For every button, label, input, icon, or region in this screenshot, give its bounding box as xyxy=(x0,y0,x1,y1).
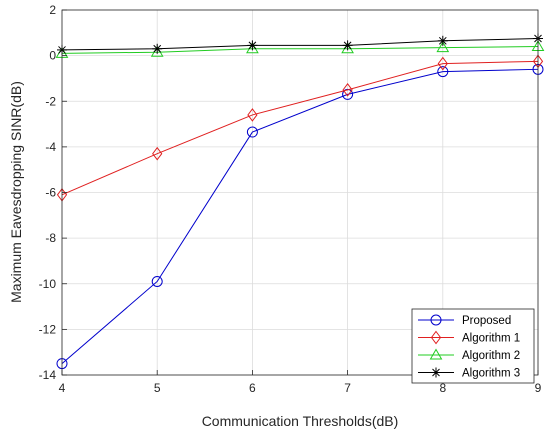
series-4 xyxy=(57,33,543,55)
y-tick-label: 2 xyxy=(49,3,56,17)
x-tick-label: 6 xyxy=(249,381,256,395)
legend-label: Algorithm 2 xyxy=(462,350,520,362)
data-point xyxy=(342,83,353,97)
series-line xyxy=(61,46,539,54)
y-tick-label: -4 xyxy=(45,140,56,154)
data-point xyxy=(246,126,258,138)
legend-label: Algorithm 3 xyxy=(462,368,520,380)
legend-entry: Proposed xyxy=(418,314,511,327)
data-point xyxy=(152,146,163,161)
y-tick-label: -14 xyxy=(39,368,57,382)
axis-ticks: 4 5 6 7 8 9 -14 -12 -10 -8 -6 -4 -2 0 2 xyxy=(39,3,542,395)
x-tick-label: 7 xyxy=(344,381,351,395)
data-point xyxy=(151,275,163,287)
y-tick-label: 0 xyxy=(49,49,56,63)
x-tick-label: 8 xyxy=(439,381,446,395)
data-point xyxy=(437,56,448,71)
legend-entry: Algorithm 1 xyxy=(418,330,520,345)
y-tick-label: -10 xyxy=(39,277,57,291)
legend-marker xyxy=(429,348,443,360)
legend: Proposed Algorithm 1 Algorithm 2 Algorithm … xyxy=(411,308,535,384)
data-point xyxy=(342,40,353,51)
series-line xyxy=(61,38,539,51)
series-line xyxy=(61,60,539,196)
x-tick-label: 9 xyxy=(535,381,542,395)
y-axis-label: Maximum Eavesdropping SINR(dB) xyxy=(8,81,24,303)
x-tick-label: 4 xyxy=(59,381,66,395)
series-line xyxy=(61,68,539,364)
data-point xyxy=(436,41,450,53)
legend-marker xyxy=(430,330,442,345)
data-point xyxy=(437,35,448,46)
legend-marker xyxy=(430,314,442,326)
data-point xyxy=(247,108,258,122)
y-tick-label: -2 xyxy=(45,94,56,108)
x-tick-label: 5 xyxy=(154,381,161,395)
y-tick-label: -12 xyxy=(39,322,57,336)
legend-label: Proposed xyxy=(462,315,511,327)
legend-entry: Algorithm 3 xyxy=(418,367,520,380)
legend-box xyxy=(411,308,535,384)
y-tick-label: -6 xyxy=(45,186,56,200)
data-point xyxy=(152,43,163,54)
data-point xyxy=(437,66,449,78)
x-axis-label: Communication Thresholds(dB) xyxy=(202,413,399,429)
y-tick-label: -8 xyxy=(45,231,56,245)
legend-label: Algorithm 1 xyxy=(462,333,520,345)
series-layer xyxy=(55,33,545,370)
legend-entry: Algorithm 2 xyxy=(418,348,520,362)
legend-marker xyxy=(431,367,441,378)
data-point xyxy=(247,40,258,51)
